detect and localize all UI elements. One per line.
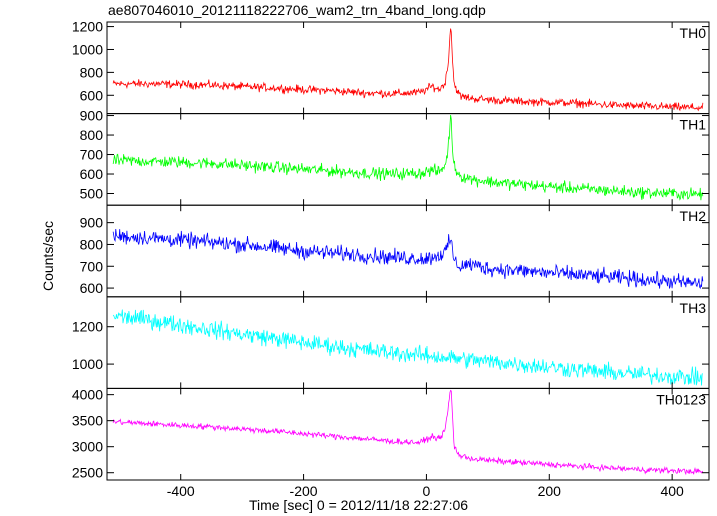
panel-label-th0123: TH0123 xyxy=(656,391,706,407)
y-axis-label: Counts/sec xyxy=(40,220,56,292)
y-tick-label: 900 xyxy=(80,108,104,124)
y-tick-label: 3000 xyxy=(72,439,103,455)
y-tick-label: 4000 xyxy=(72,387,103,403)
panel-frame-th0123 xyxy=(106,387,710,481)
y-tick-label: 600 xyxy=(80,166,104,182)
y-tick-label: 1200 xyxy=(72,19,103,35)
x-tick-label: -400 xyxy=(167,483,195,499)
y-tick-label: 1000 xyxy=(72,356,103,372)
y-tick-label: 700 xyxy=(80,258,104,274)
panel-label-th0: TH0 xyxy=(680,25,707,41)
series-line-th0123 xyxy=(112,389,704,476)
panel-label-th2: TH2 xyxy=(680,208,707,224)
x-tick-label: 200 xyxy=(538,483,562,499)
series-line-th2 xyxy=(112,228,704,290)
x-tick-label: 400 xyxy=(660,483,684,499)
x-tick-label: -200 xyxy=(290,483,318,499)
panel-frame-th2 xyxy=(106,204,710,298)
y-tick-label: 800 xyxy=(80,127,104,143)
x-axis-label: Time [sec] 0 = 2012/11/18 22:27:06 xyxy=(248,497,469,513)
series-line-th0 xyxy=(112,28,704,112)
y-tick-label: 3500 xyxy=(72,413,103,429)
y-tick-label: 1000 xyxy=(72,41,103,57)
chart-title: ae807046010_20121118222706_wam2_trn_4ban… xyxy=(108,2,486,18)
y-tick-label: 1200 xyxy=(72,319,103,335)
panel-frame-th0 xyxy=(106,21,710,115)
y-tick-label: 600 xyxy=(80,280,104,296)
y-tick-label: 700 xyxy=(80,147,104,163)
panel-label-th1: TH1 xyxy=(680,117,707,133)
y-tick-label: 900 xyxy=(80,215,104,231)
y-tick-label: 2500 xyxy=(72,465,103,481)
x-tick-label: 0 xyxy=(423,483,431,499)
y-tick-label: 600 xyxy=(80,87,104,103)
y-tick-label: 500 xyxy=(80,186,104,202)
panel-frame-th1 xyxy=(106,113,710,206)
y-tick-label: 800 xyxy=(80,64,104,80)
panel-label-th3: TH3 xyxy=(680,300,707,316)
panel-frame-th3 xyxy=(106,296,710,389)
y-tick-label: 800 xyxy=(80,236,104,252)
series-line-th3 xyxy=(112,309,703,386)
series-line-th1 xyxy=(112,114,704,201)
